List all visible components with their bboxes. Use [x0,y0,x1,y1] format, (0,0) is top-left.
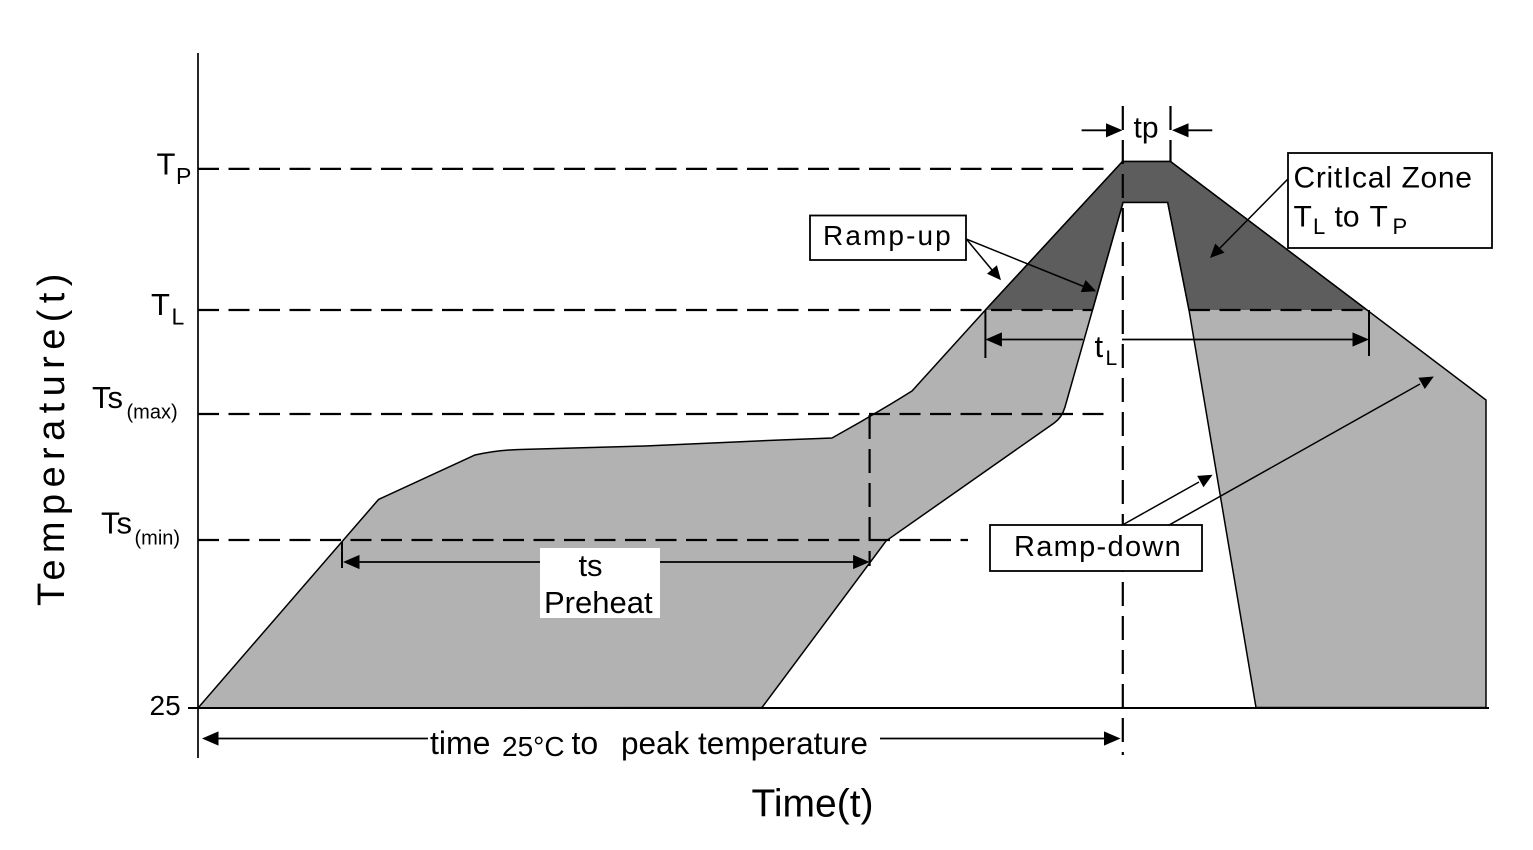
svg-text:tp: tp [1134,112,1159,145]
svg-text:(max): (max) [127,402,178,424]
svg-text:P: P [176,163,191,189]
svg-text:P: P [1393,214,1408,239]
svg-text:T: T [1294,200,1312,233]
svg-text:peak temperature: peak temperature [621,725,868,761]
svg-text:L: L [172,304,185,330]
svg-text:Preheat: Preheat [544,585,653,620]
svg-text:L: L [1313,214,1325,239]
svg-text:ts: ts [578,548,602,583]
svg-text:t: t [1095,329,1104,364]
svg-text:Ramp-up: Ramp-up [823,220,953,251]
svg-text:(min): (min) [135,528,181,550]
svg-text:to: to [572,725,599,761]
svg-text:25: 25 [150,690,181,721]
svg-text:Ramp-down: Ramp-down [1014,531,1182,563]
svg-text:Time(t): Time(t) [752,783,874,826]
svg-text:L: L [1106,347,1118,370]
svg-text:Ts: Ts [92,380,123,415]
svg-text:Temperature(t): Temperature(t) [31,267,73,606]
svg-text:to: to [1335,200,1360,233]
svg-text:CritIcal Zone: CritIcal Zone [1294,162,1473,195]
svg-text:Ts: Ts [101,506,132,541]
svg-text:T: T [157,147,176,182]
svg-text:T: T [1370,200,1388,233]
svg-text:time: time [430,725,490,761]
svg-text:25°C: 25°C [502,731,565,762]
svg-text:T: T [151,287,170,322]
